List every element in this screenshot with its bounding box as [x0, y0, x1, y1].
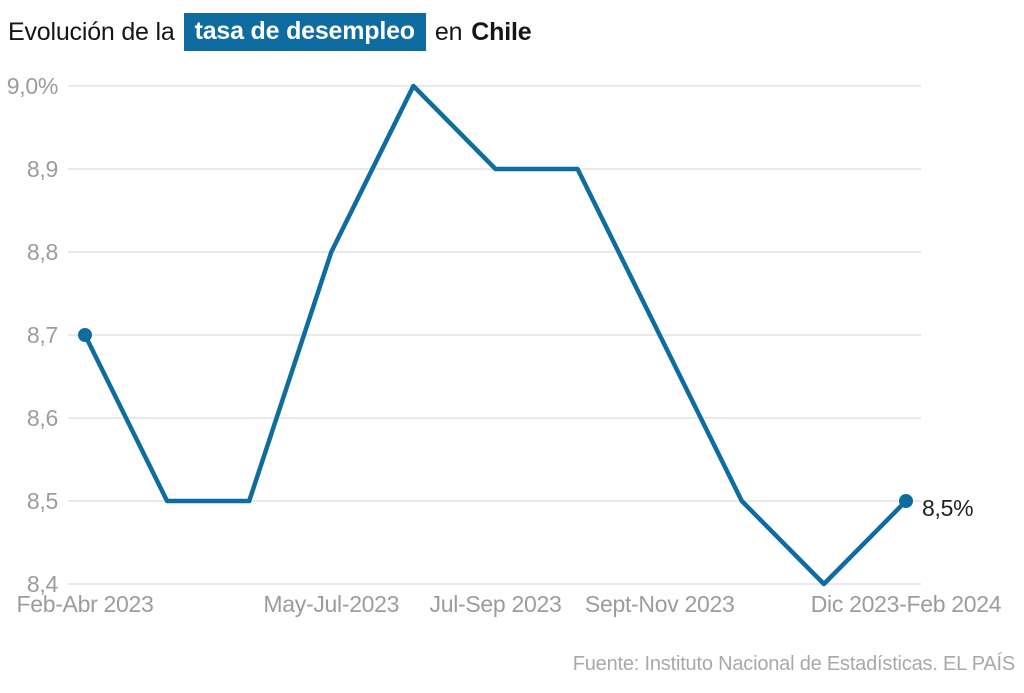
y-axis-tick-label: 8,8: [26, 239, 58, 265]
x-axis-tick-label: Feb-Abr 2023: [16, 591, 154, 617]
title-connector: en: [434, 17, 463, 46]
end-point-marker: [899, 494, 913, 508]
source-credit: Fuente: Instituto Nacional de Estadístic…: [572, 653, 1015, 675]
title-highlight-badge: tasa de desempleo: [183, 13, 426, 52]
end-value-label: 8,5%: [922, 495, 974, 521]
start-point-marker: [78, 328, 92, 342]
x-axis-tick-label: May-Jul-2023: [263, 591, 400, 617]
y-axis-tick-label: 9,0%: [6, 73, 59, 99]
title-prefix: Evolución de la: [8, 17, 175, 46]
chart-title: Evolución de la tasa de desempleo en Chi…: [8, 13, 532, 52]
x-axis-tick-label: Dic 2023-Feb 2024: [810, 591, 1002, 617]
x-axis-tick-label: Jul-Sep 2023: [429, 591, 562, 617]
y-axis-tick-label: 8,9: [26, 156, 58, 182]
y-axis-tick-label: 8,7: [26, 322, 58, 348]
x-axis-tick-label: Sept-Nov 2023: [584, 591, 735, 617]
y-axis-tick-label: 8,4: [26, 571, 58, 597]
unemployment-line: [82, 83, 909, 587]
y-axis-tick-label: 8,6: [26, 405, 58, 431]
title-country: Chile: [471, 17, 532, 46]
y-axis-tick-label: 8,5: [26, 488, 58, 514]
